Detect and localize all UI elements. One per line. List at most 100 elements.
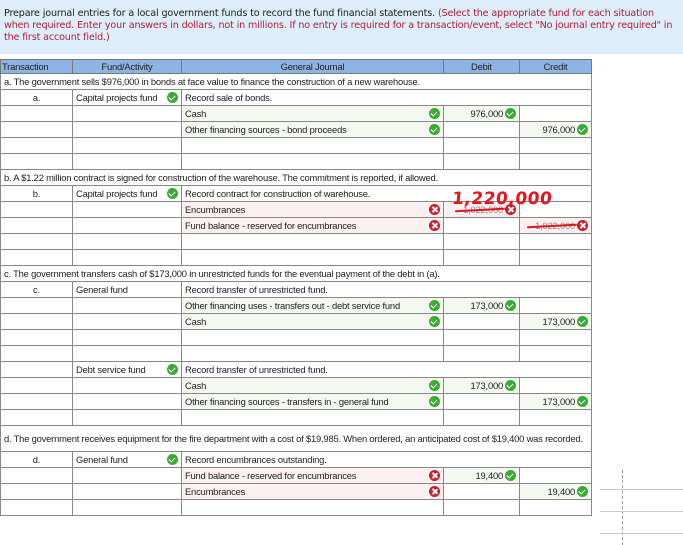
credit-value: 976,000 bbox=[542, 124, 576, 135]
transaction-description-row: a. The government sells $976,000 in bond… bbox=[0, 73, 592, 90]
credit-input[interactable] bbox=[519, 467, 592, 484]
table-row: c. General fund Record transfer of unres… bbox=[0, 281, 592, 298]
transaction-label: c. bbox=[0, 281, 73, 298]
table-row: Fund balance - reserved for encumbrances… bbox=[0, 467, 592, 484]
debit-value: 173,000 bbox=[470, 300, 504, 311]
credit-input[interactable]: 173,000 bbox=[519, 393, 592, 410]
account-value: Cash bbox=[185, 316, 207, 327]
table-row-empty bbox=[0, 249, 592, 266]
account-select[interactable]: Other financing sources - transfers in -… bbox=[181, 393, 444, 410]
table-row: Cash 173,000 bbox=[0, 377, 592, 394]
account-select[interactable]: Encumbrances bbox=[181, 201, 444, 218]
fund-select[interactable]: General fund bbox=[72, 281, 182, 298]
account-select[interactable] bbox=[181, 137, 444, 154]
debit-value: 19,400 bbox=[475, 470, 504, 481]
debit-input[interactable] bbox=[443, 499, 520, 516]
account-select[interactable]: Cash bbox=[181, 313, 444, 330]
account-value: Other financing sources - transfers in -… bbox=[185, 396, 389, 407]
journal-memo: Record transfer of unrestricted fund. bbox=[181, 361, 592, 378]
table-row-empty bbox=[0, 329, 592, 346]
table-row: Cash 976,000 bbox=[0, 105, 592, 122]
instructions-note: (Select the appropriate fund for each si… bbox=[4, 8, 673, 43]
header-debit: Debit bbox=[443, 59, 520, 74]
credit-input[interactable] bbox=[519, 377, 592, 394]
check-icon bbox=[429, 380, 440, 391]
account-select[interactable] bbox=[181, 345, 444, 362]
account-select[interactable]: Other financing sources - bond proceeds bbox=[181, 121, 444, 138]
debit-input[interactable] bbox=[443, 345, 520, 362]
account-select[interactable] bbox=[181, 409, 444, 426]
transaction-label: b. bbox=[0, 185, 73, 202]
debit-input[interactable] bbox=[443, 409, 520, 426]
account-select[interactable] bbox=[181, 233, 444, 250]
debit-input[interactable] bbox=[443, 137, 520, 154]
handwritten-correction: 1,220,000 bbox=[450, 189, 554, 209]
account-select[interactable]: Cash bbox=[181, 105, 444, 122]
transaction-description-row: c. The government transfers cash of $173… bbox=[0, 265, 592, 282]
debit-input[interactable] bbox=[443, 217, 520, 234]
debit-input[interactable] bbox=[443, 329, 520, 346]
debit-input[interactable] bbox=[443, 233, 520, 250]
transaction-a-description: a. The government sells $976,000 in bond… bbox=[0, 73, 592, 90]
account-select[interactable] bbox=[181, 249, 444, 266]
table-row-empty bbox=[0, 233, 592, 250]
x-icon bbox=[429, 220, 440, 231]
journal-memo: Record encumbrances outstanding. bbox=[181, 451, 592, 468]
credit-input[interactable] bbox=[519, 233, 592, 250]
account-select[interactable] bbox=[181, 153, 444, 170]
x-icon bbox=[429, 486, 440, 497]
check-icon bbox=[505, 300, 516, 311]
fund-select[interactable]: Capital projects fund bbox=[72, 185, 182, 202]
credit-input[interactable] bbox=[519, 137, 592, 154]
x-icon bbox=[429, 204, 440, 215]
table-row: Other financing sources - bond proceeds … bbox=[0, 121, 592, 138]
account-select[interactable]: Fund balance - reserved for encumbrances bbox=[181, 217, 444, 234]
account-select[interactable]: Encumbrances bbox=[181, 483, 444, 500]
page-guides bbox=[600, 470, 683, 545]
account-select[interactable] bbox=[181, 329, 444, 346]
fund-select[interactable]: Debt service fund bbox=[72, 361, 182, 378]
credit-input[interactable]: 1,022,000 bbox=[519, 217, 592, 234]
debit-input[interactable] bbox=[443, 153, 520, 170]
debit-input[interactable]: 173,000 bbox=[443, 297, 520, 314]
x-icon bbox=[505, 204, 516, 215]
credit-input[interactable] bbox=[519, 297, 592, 314]
credit-input[interactable] bbox=[519, 249, 592, 266]
check-icon bbox=[429, 108, 440, 119]
check-icon bbox=[429, 396, 440, 407]
credit-input[interactable]: 19,400 bbox=[519, 483, 592, 500]
account-select[interactable] bbox=[181, 499, 444, 516]
table-row: a. Capital projects fund Record sale of … bbox=[0, 89, 592, 106]
debit-input[interactable] bbox=[443, 393, 520, 410]
account-select[interactable]: Cash bbox=[181, 377, 444, 394]
debit-input[interactable] bbox=[443, 483, 520, 500]
check-icon bbox=[577, 124, 588, 135]
credit-input[interactable] bbox=[519, 105, 592, 122]
debit-input[interactable]: 976,000 bbox=[443, 105, 520, 122]
debit-input[interactable] bbox=[443, 121, 520, 138]
credit-input[interactable] bbox=[519, 153, 592, 170]
debit-input[interactable] bbox=[443, 313, 520, 330]
table-row: d. General fund Record encumbrances outs… bbox=[0, 451, 592, 468]
fund-select[interactable]: General fund bbox=[72, 451, 182, 468]
account-value: Fund balance - reserved for encumbrances bbox=[185, 220, 357, 231]
credit-input[interactable]: 976,000 bbox=[519, 121, 592, 138]
x-icon bbox=[429, 470, 440, 481]
credit-input[interactable] bbox=[519, 409, 592, 426]
credit-input[interactable] bbox=[519, 329, 592, 346]
fund-select[interactable]: Capital projects fund bbox=[72, 89, 182, 106]
credit-input[interactable] bbox=[519, 345, 592, 362]
account-select[interactable]: Other financing uses - transfers out - d… bbox=[181, 297, 444, 314]
credit-input[interactable]: 173,000 bbox=[519, 313, 592, 330]
debit-input[interactable]: 19,400 bbox=[443, 467, 520, 484]
table-row-empty bbox=[0, 499, 592, 516]
check-icon bbox=[429, 124, 440, 135]
check-icon bbox=[505, 470, 516, 481]
account-select[interactable]: Fund balance - reserved for encumbrances bbox=[181, 467, 444, 484]
debit-input[interactable]: 1,022,000 bbox=[443, 201, 520, 218]
debit-input[interactable]: 173,000 bbox=[443, 377, 520, 394]
credit-input[interactable] bbox=[519, 499, 592, 516]
x-icon bbox=[577, 220, 588, 231]
debit-input[interactable] bbox=[443, 249, 520, 266]
account-value: Other financing sources - bond proceeds bbox=[185, 124, 347, 135]
